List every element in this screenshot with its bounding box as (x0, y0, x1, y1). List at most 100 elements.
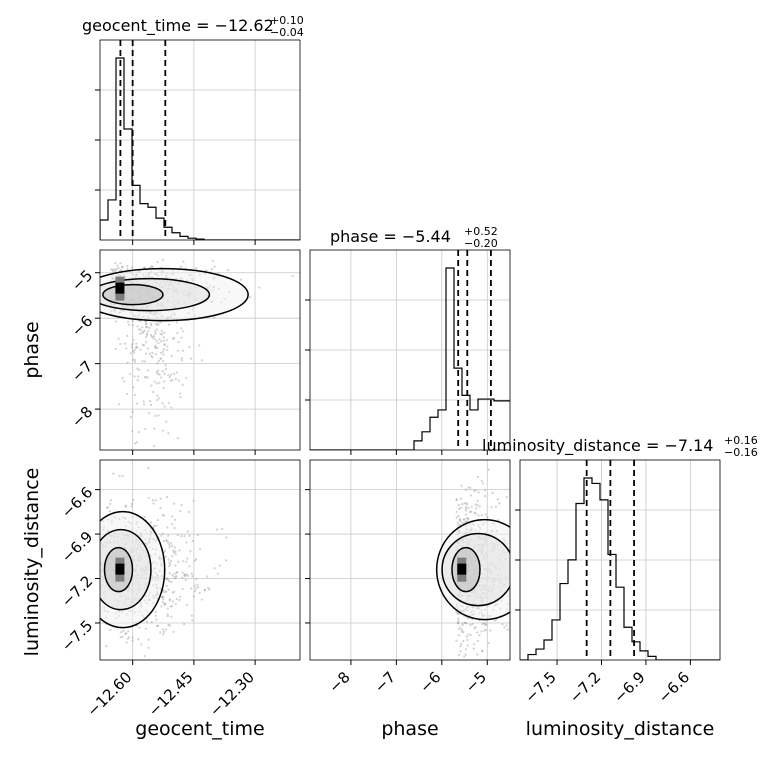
scatter-point (224, 559, 228, 562)
scatter-point (163, 343, 166, 346)
scatter-point (93, 526, 95, 528)
scatter-point (464, 520, 467, 523)
scatter-point (159, 631, 162, 634)
scatter-point (170, 354, 173, 357)
scatter-point (79, 564, 81, 566)
scatter-point (473, 511, 476, 514)
scatter-point (154, 614, 157, 617)
scatter-point (457, 621, 460, 625)
scatter-point (184, 575, 187, 578)
scatter-point (88, 551, 90, 553)
title-phase-minus: −0.20 (464, 237, 498, 250)
scatter-point (142, 344, 146, 347)
scatter-point (467, 518, 470, 521)
scatter-point (133, 358, 136, 362)
scatter-point (150, 324, 153, 327)
scatter-point (144, 326, 148, 329)
scatter-point (144, 627, 147, 630)
scatter-point (176, 533, 179, 537)
scatter-point (464, 621, 467, 625)
scatter-point (157, 323, 160, 326)
scatter-point (173, 526, 176, 530)
scatter-point (174, 576, 177, 579)
scatter-point (153, 427, 156, 430)
scatter-point (112, 482, 114, 484)
scatter-point (131, 349, 135, 353)
scatter-point (147, 638, 150, 641)
scatter-point (133, 393, 137, 396)
scatter-point (174, 550, 177, 553)
scatter-point (136, 367, 139, 370)
scatter-point (484, 495, 487, 498)
scatter-point (459, 650, 462, 653)
scatter-point (155, 624, 159, 627)
scatter-point (166, 345, 169, 348)
scatter-point (171, 605, 174, 608)
x-axis-label-geocent-time: geocent_time (135, 718, 264, 740)
scatter-point (121, 376, 124, 380)
scatter-point (158, 338, 161, 341)
scatter-point (155, 328, 159, 331)
scatter-point (157, 397, 161, 400)
scatter-point (172, 337, 175, 340)
scatter-point (50, 533, 52, 535)
scatter-point (181, 349, 185, 352)
scatter-point (183, 534, 186, 538)
scatter-point (195, 577, 198, 581)
scatter-point (161, 600, 164, 604)
scatter-point (166, 540, 169, 543)
scatter-point (85, 599, 87, 601)
scatter-point (206, 575, 209, 578)
scatter-point (457, 504, 460, 507)
y-tick-label-phase-1: −7 (68, 357, 96, 385)
panel-content (310, 250, 510, 450)
x-tick-label-phase-0: −8 (325, 668, 353, 696)
scatter-point (156, 362, 159, 365)
scatter-point (181, 359, 184, 362)
scatter-point (162, 630, 166, 633)
scatter-point (478, 505, 481, 508)
scatter-point (160, 340, 163, 343)
scatter-point (132, 499, 135, 502)
scatter-point (141, 326, 144, 329)
scatter-point (190, 614, 193, 617)
scatter-point (167, 558, 170, 561)
scatter-point (126, 361, 129, 364)
scatter-point (107, 506, 110, 509)
scatter-point (119, 262, 122, 265)
scatter-point (457, 634, 460, 637)
scatter-point (474, 512, 477, 515)
scatter-point (154, 322, 157, 325)
scatter-point (105, 506, 109, 509)
scatter-point (155, 524, 158, 527)
scatter-point (174, 518, 177, 521)
scatter-point (188, 534, 191, 537)
scatter-point (458, 507, 461, 511)
scatter-point (160, 376, 163, 379)
scatter-point (160, 333, 164, 336)
scatter-point (146, 347, 149, 350)
scatter-point (476, 631, 479, 634)
scatter-point (143, 654, 146, 658)
scatter-point (167, 588, 170, 591)
scatter-point (174, 377, 177, 381)
scatter-point (151, 499, 154, 502)
scatter-point (123, 380, 126, 383)
scatter-point (491, 492, 494, 495)
scatter-point (172, 630, 175, 633)
scatter-point (156, 323, 159, 326)
scatter-point (116, 264, 119, 267)
scatter-point (164, 577, 167, 580)
scatter-point (258, 286, 261, 289)
scatter-point (114, 347, 117, 351)
scatter-point (475, 507, 478, 510)
scatter-point (460, 628, 464, 631)
scatter-point (162, 339, 165, 342)
scatter-point (131, 358, 135, 362)
scatter-point (200, 359, 203, 362)
scatter-point (96, 520, 98, 522)
scatter-point (467, 486, 470, 489)
scatter-point (120, 631, 123, 634)
scatter-point (118, 474, 121, 478)
scatter-point (169, 559, 173, 563)
